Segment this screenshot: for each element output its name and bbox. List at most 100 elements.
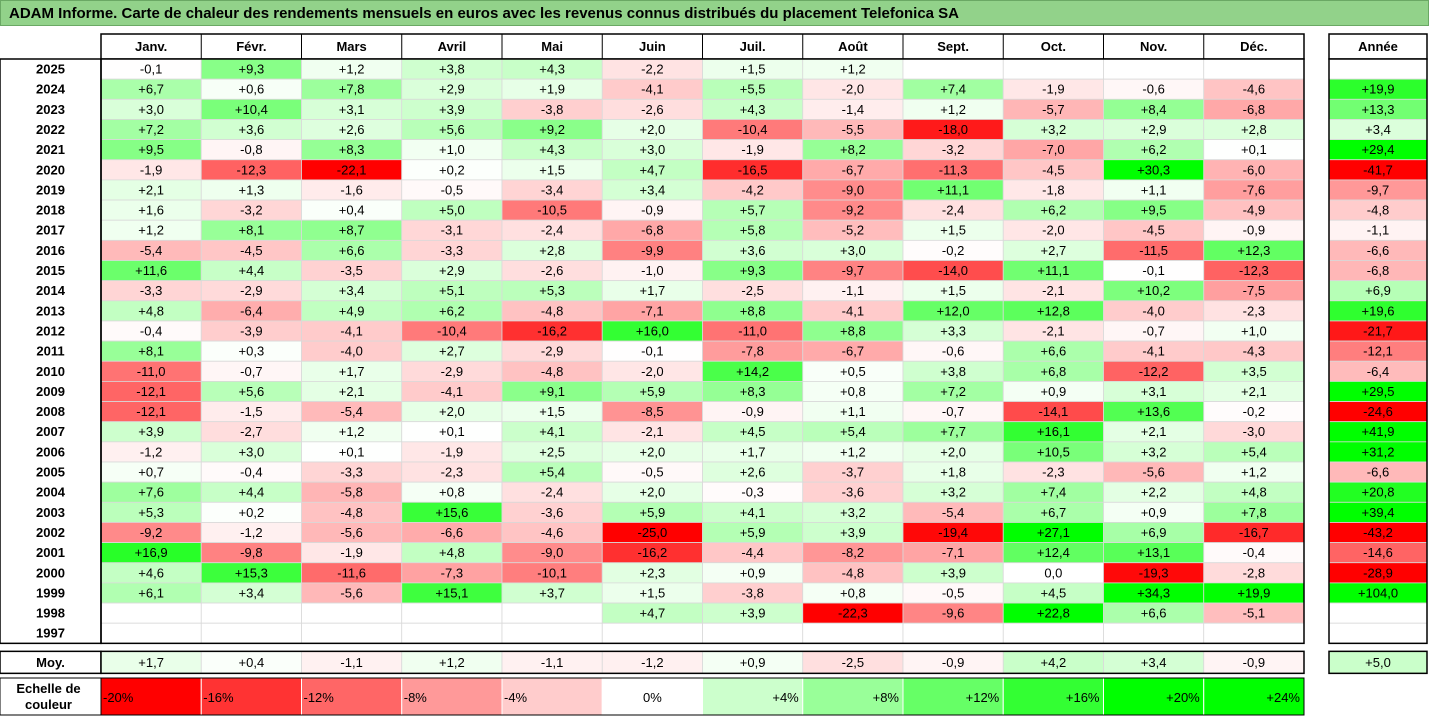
heatmap-cell-value: +4,3 (539, 142, 565, 157)
heatmap-cell-value: +2,8 (539, 243, 565, 258)
heatmap-cell-value: +9,2 (539, 122, 565, 137)
average-cell-value: +0,9 (740, 655, 766, 670)
heatmap-cell-value: +1,5 (940, 283, 966, 298)
scale-label-cell (0, 677, 102, 716)
heatmap-cell-value: -3,0 (1243, 424, 1265, 439)
scale-swatch-label: -12% (304, 690, 335, 705)
heatmap-cell-value: -6,7 (842, 344, 864, 359)
heatmap-cell-value: +6,6 (1141, 606, 1167, 621)
year-label: 2020 (36, 162, 65, 177)
heatmap-cell-value: -2,9 (240, 283, 262, 298)
heatmap-cell-value: +1,5 (740, 62, 766, 77)
heatmap-cell-value: +5,8 (740, 223, 766, 238)
heatmap-cell-value: +7,8 (339, 82, 365, 97)
annual-cell-value: +31,2 (1362, 444, 1395, 459)
heatmap-cell-value: -0,8 (240, 142, 262, 157)
year-label: 1999 (36, 585, 65, 600)
heatmap-cell-value: +5,0 (439, 203, 465, 218)
heatmap-cell-value: +1,3 (239, 182, 265, 197)
heatmap-cell-value: -12,1 (136, 404, 166, 419)
heatmap-cell-value: -1,6 (340, 182, 362, 197)
heatmap-cell-value: 0,0 (1044, 565, 1062, 580)
heatmap-cell-value: -22,3 (838, 606, 868, 621)
heatmap-cell-value: -0,9 (641, 203, 663, 218)
heatmap-cell-value: -4,8 (842, 565, 864, 580)
heatmap-cell-value: -16,5 (738, 162, 768, 177)
month-header-label: Mars (336, 39, 366, 54)
heatmap-cell (1103, 622, 1205, 644)
heatmap-cell-value: +3,2 (840, 505, 866, 520)
heatmap-cell-value: -3,4 (541, 182, 563, 197)
average-label: Moy. (36, 655, 65, 670)
heatmap-cell-value: -2,4 (942, 203, 964, 218)
year-label: 2015 (36, 263, 65, 278)
heatmap-cell-value: +4,7 (640, 606, 666, 621)
heatmap-cell-value: +12,8 (1037, 303, 1070, 318)
heatmap-cell (1002, 58, 1104, 80)
heatmap-cell-value: +4,1 (539, 424, 565, 439)
heatmap-cell-value: +2,9 (1141, 122, 1167, 137)
heatmap-cell-value: +9,1 (539, 384, 565, 399)
month-header-label: Avril (438, 39, 466, 54)
heatmap-cell-value: +3,1 (1141, 384, 1167, 399)
heatmap-cell-value: -4,0 (340, 344, 362, 359)
heatmap-cell-value: +0,8 (439, 485, 465, 500)
heatmap-cell-value: +7,2 (940, 384, 966, 399)
heatmap-cell-value: -4,8 (541, 303, 563, 318)
annual-cell (1328, 602, 1428, 624)
heatmap-cell-value: -16,2 (638, 545, 668, 560)
annual-cell-value: +19,9 (1362, 82, 1395, 97)
heatmap-cell-value: -14,1 (1039, 404, 1069, 419)
heatmap-cell-value: +15,6 (435, 505, 468, 520)
heatmap-cell-value: -2,3 (441, 465, 463, 480)
heatmap-cell-value: -16,2 (537, 323, 567, 338)
heatmap-cell-value: +0,1 (1241, 142, 1267, 157)
scale-swatch (301, 677, 403, 716)
heatmap-cell-value: +6,9 (1141, 525, 1167, 540)
heatmap-cell-value: -10,4 (738, 122, 768, 137)
heatmap-cell-value: +0,5 (840, 364, 866, 379)
heatmap-cell-value: -3,2 (240, 203, 262, 218)
heatmap-cell-value: +0,6 (239, 82, 265, 97)
heatmap-cell-value: +3,4 (640, 182, 666, 197)
annual-header-cell (1328, 33, 1428, 60)
heatmap-cell-value: -4,0 (1142, 303, 1164, 318)
heatmap-cell-value: +2,9 (439, 263, 465, 278)
heatmap-cell-value: -7,1 (641, 303, 663, 318)
heatmap-cell-value: +22,8 (1037, 606, 1070, 621)
heatmap-cell-value: +4,1 (740, 505, 766, 520)
heatmap-cell-value: -2,6 (541, 263, 563, 278)
heatmap-cell-value: +9,5 (1141, 203, 1167, 218)
heatmap-cell-value: +3,9 (940, 565, 966, 580)
heatmap-cell-value: -8,5 (641, 404, 663, 419)
heatmap-cell-value: -0,5 (641, 465, 663, 480)
heatmap-cell-value: +15,3 (235, 565, 268, 580)
heatmap-cell-value: +8,3 (740, 384, 766, 399)
average-annual-value: +5,0 (1365, 655, 1391, 670)
heatmap-cell-value: -4,1 (842, 303, 864, 318)
average-cell-value: -2,5 (842, 655, 864, 670)
heatmap-cell-value: -10,4 (437, 323, 467, 338)
heatmap-cell-value: -1,2 (140, 444, 162, 459)
heatmap-cell-value: +2,0 (439, 404, 465, 419)
heatmap-cell-value: +3,2 (940, 485, 966, 500)
heatmap-cell-value: +0,2 (239, 505, 265, 520)
heatmap-cell-value: -4,5 (1042, 162, 1064, 177)
heatmap-cell-value: +6,1 (138, 585, 164, 600)
heatmap-cell-value: +3,1 (339, 102, 365, 117)
year-label: 2004 (36, 485, 66, 500)
heatmap-cell-value: +2,1 (339, 384, 365, 399)
heatmap-cell-value: +1,2 (138, 223, 164, 238)
heatmap-cell-value: -4,8 (541, 364, 563, 379)
heatmap-cell-value: -5,1 (1243, 606, 1265, 621)
heatmap-cell-value: +2,1 (138, 182, 164, 197)
heatmap-cell-value: +27,1 (1037, 525, 1070, 540)
annual-cell-value: -6,4 (1367, 364, 1389, 379)
heatmap-cell-value: -1,1 (842, 283, 864, 298)
year-label: 2007 (36, 424, 65, 439)
heatmap-cell-value: -5,6 (340, 525, 362, 540)
heatmap-cell-value: +4,4 (239, 263, 265, 278)
heatmap-cell-value: -14,0 (938, 263, 968, 278)
heatmap-cell-value: +2,0 (940, 444, 966, 459)
annual-cell-value: -21,7 (1363, 323, 1393, 338)
